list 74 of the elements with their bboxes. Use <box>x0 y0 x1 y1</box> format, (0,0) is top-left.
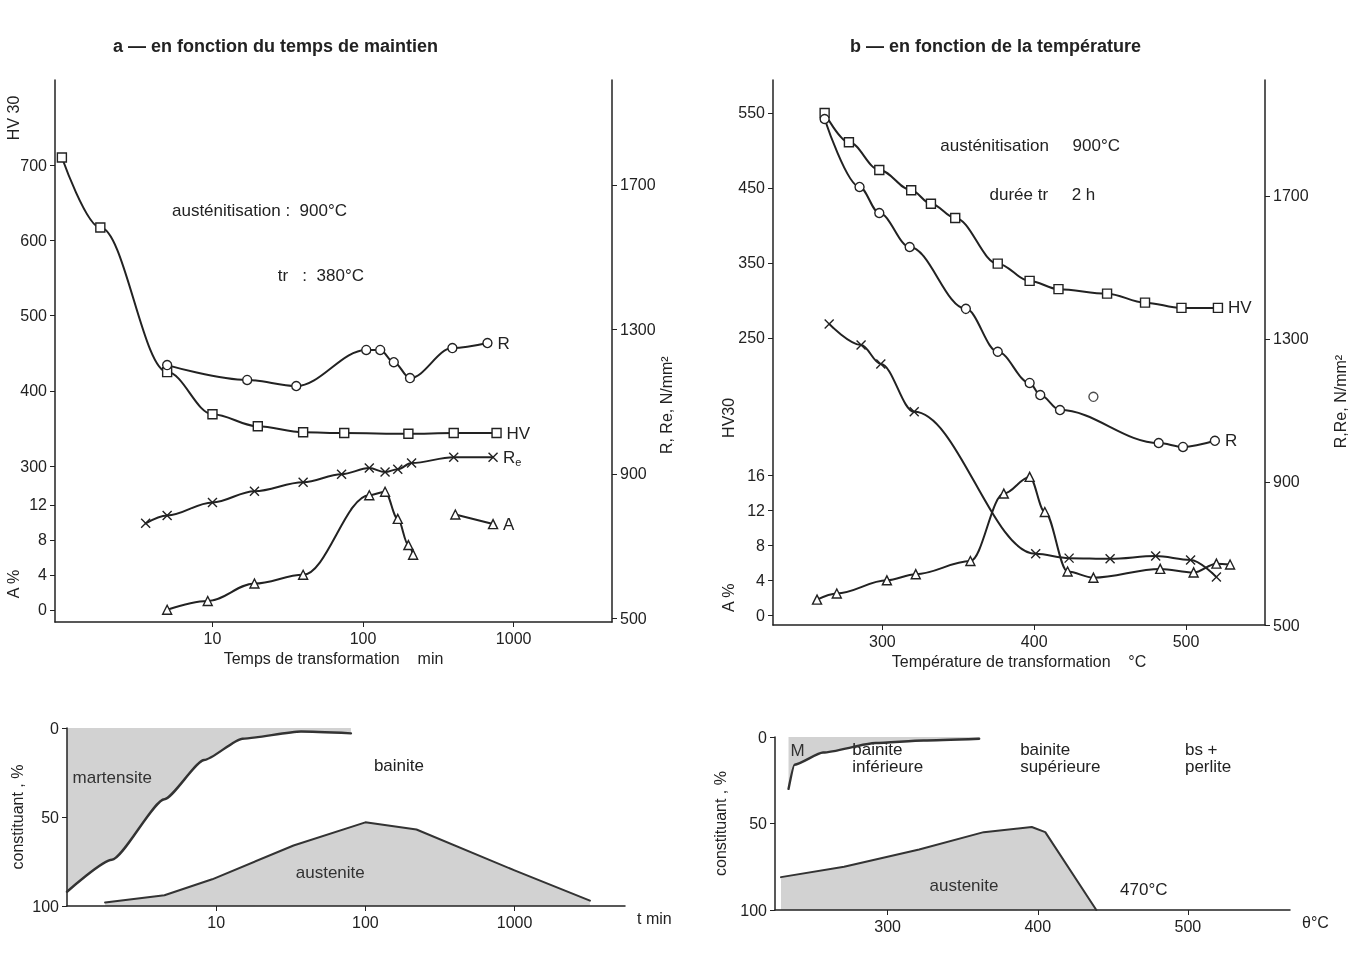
y-axis-title: constituant , % <box>8 764 26 870</box>
y-axis-title: constituant , % <box>711 771 729 876</box>
x-tick-label: 10 <box>203 629 222 647</box>
series-label: R <box>1224 431 1238 451</box>
series-label: austenite <box>929 876 999 896</box>
annotation: durée tr 2 h <box>989 184 1096 204</box>
annotation: 470°C <box>1120 879 1168 899</box>
series-label: HV <box>1227 298 1253 318</box>
x-tick-label: 10 <box>207 913 226 931</box>
annotation: tr : 380°C <box>277 265 364 285</box>
x-tick-label: 300 <box>868 632 896 650</box>
x-axis-title: t min <box>637 909 672 927</box>
annotation: austénitisation : 900°C <box>171 200 347 220</box>
y-tick-label: 300 <box>20 457 48 475</box>
y2-tick-label: 500 <box>1273 616 1300 634</box>
y-tick-label: 0 <box>758 728 768 746</box>
y3-tick-label: 4 <box>756 571 766 589</box>
y3-tick-label: 4 <box>38 566 48 584</box>
annotation: bs + perlite <box>1184 739 1232 776</box>
y3-tick-label: 12 <box>29 496 48 514</box>
y-tick-label: 500 <box>20 307 48 325</box>
y3-axis-title: A % <box>4 569 22 599</box>
x-tick-label: 500 <box>1172 632 1200 650</box>
y-tick-label: 50 <box>749 815 768 832</box>
series-label: HV <box>506 423 531 443</box>
y-tick-label: 600 <box>20 231 48 249</box>
y-tick-label: 350 <box>738 254 766 272</box>
x-tick-label: 400 <box>1020 632 1048 650</box>
y2-tick-label: 1300 <box>1273 330 1309 348</box>
y-tick-label: 700 <box>20 156 48 174</box>
chart-title: b — en fonction de la température <box>850 36 1142 56</box>
y-tick-label: 250 <box>738 329 766 347</box>
y3-axis-title: A % <box>719 583 737 612</box>
annotation: bainite <box>373 755 425 775</box>
series-label: M <box>790 741 805 761</box>
y-tick-label: 0 <box>50 719 60 737</box>
chart-title: a — en fonction du temps de maintien <box>113 36 439 56</box>
x-tick-label: 100 <box>349 629 377 647</box>
y2-tick-label: 1300 <box>620 320 656 338</box>
annotation: bainite inférieure <box>852 739 924 776</box>
x-tick-label: 500 <box>1174 917 1202 935</box>
x-tick-label: 1000 <box>496 913 533 931</box>
y3-tick-label: 16 <box>747 466 766 484</box>
y3-tick-label: 8 <box>38 531 48 549</box>
x-tick-label: 300 <box>874 917 902 935</box>
series-label: R <box>497 333 510 353</box>
series-label: austenite <box>295 862 365 882</box>
y2-tick-label: 900 <box>620 465 647 483</box>
y2-axis-title: R, Re, N/mm² <box>657 355 675 455</box>
series-label: martensite <box>72 768 152 788</box>
y2-tick-label: 900 <box>1273 473 1300 491</box>
y2-tick-label: 1700 <box>620 176 656 194</box>
y3-tick-label: 8 <box>756 536 766 554</box>
annotation: austénitisation 900°C <box>940 135 1121 155</box>
y-tick-label: 100 <box>32 897 60 915</box>
x-tick-label: 100 <box>352 913 379 931</box>
x-axis-title: Température de transformation °C <box>891 653 1147 671</box>
y-tick-label: 550 <box>738 104 766 122</box>
y-tick-label: 450 <box>738 179 766 197</box>
annotation: bainite supérieure <box>1020 739 1101 776</box>
y2-tick-label: 1700 <box>1273 187 1309 205</box>
x-tick-label: 1000 <box>495 629 532 647</box>
y3-tick-label: 12 <box>747 501 766 519</box>
y-tick-label: 50 <box>41 808 60 826</box>
y-axis-title: HV30 <box>719 397 737 438</box>
y-tick-label: 400 <box>20 382 48 400</box>
x-axis-title: Temps de transformation min <box>223 650 444 668</box>
x-axis-title: θ°C <box>1302 913 1329 931</box>
y-axis-title: HV 30 <box>4 95 22 141</box>
series-label: A <box>503 514 516 534</box>
y2-axis-title: R,Re, N/mm² <box>1331 354 1349 449</box>
x-tick-label: 400 <box>1024 917 1052 935</box>
y2-tick-label: 500 <box>620 609 647 627</box>
y-tick-label: 100 <box>740 901 768 919</box>
